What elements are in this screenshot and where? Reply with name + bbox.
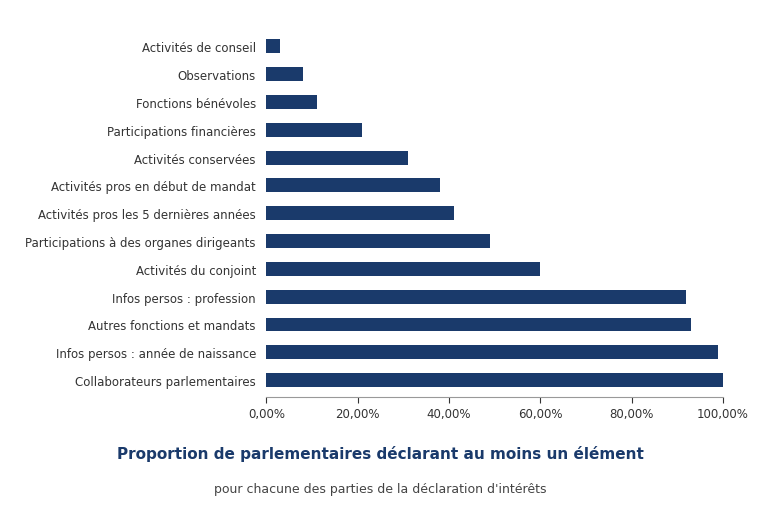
Bar [266, 207, 454, 221]
Bar [266, 151, 408, 165]
Bar [266, 374, 723, 387]
Text: Proportion de parlementaires déclarant au moins un élément: Proportion de parlementaires déclarant a… [117, 445, 644, 461]
Bar [266, 124, 362, 137]
Bar [266, 262, 540, 276]
Text: pour chacune des parties de la déclaration d'intérêts: pour chacune des parties de la déclarati… [215, 482, 546, 495]
Bar [266, 290, 686, 304]
Bar [266, 68, 303, 82]
Bar [266, 318, 691, 332]
Bar [266, 346, 718, 359]
Bar [266, 179, 440, 193]
Bar [266, 40, 280, 54]
Bar [266, 235, 490, 248]
Bar [266, 96, 317, 109]
